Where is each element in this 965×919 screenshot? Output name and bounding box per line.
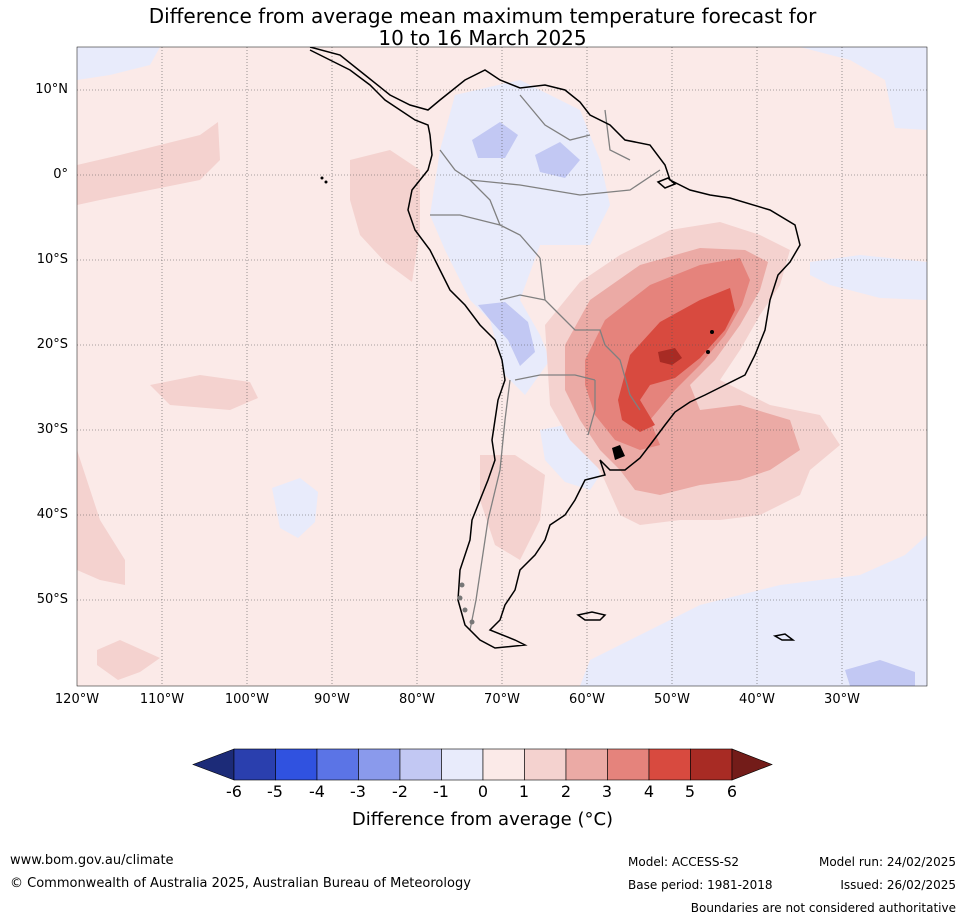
- marajo-island: [656, 177, 677, 189]
- issued-text: Issued: 26/02/2025: [840, 878, 956, 892]
- chart-title-line-2: 10 to 16 March 2025: [378, 26, 587, 50]
- colorbar-tick: -2: [392, 782, 408, 801]
- colorbar-tick: 4: [643, 782, 655, 801]
- lat-label-30s: 30°S: [36, 422, 68, 437]
- lat-label-10s: 10°S: [36, 252, 68, 267]
- lon-label-120w: 120°W: [54, 692, 100, 707]
- colorbar: [192, 748, 773, 781]
- colorbar-segment: [275, 748, 318, 781]
- model-text: Model: ACCESS-S2: [628, 855, 740, 869]
- colorbar-segment: [441, 748, 484, 781]
- lat-label-40s: 40°S: [36, 507, 68, 522]
- country-borders: [430, 94, 661, 631]
- lat-label-10n: 10°N: [35, 82, 68, 97]
- model-run-text: Model run: 24/02/2025: [818, 855, 956, 869]
- website-link[interactable]: www.bom.gov.au/climate: [10, 853, 174, 868]
- colorbar-segment: [690, 748, 733, 781]
- colorbar-segment: [358, 748, 401, 781]
- anomaly-field: [77, 47, 927, 686]
- coastline: [309, 47, 801, 649]
- colorbar-segment: [482, 748, 525, 781]
- colorbar-tick: -3: [350, 782, 366, 801]
- lon-label-80w: 80°W: [399, 692, 435, 707]
- warm-zone-brazil-core: [658, 348, 682, 365]
- colorbar-tick: 1: [518, 782, 530, 801]
- lat-label-50s: 50°S: [36, 592, 68, 607]
- lon-label-30w: 30°W: [824, 692, 860, 707]
- colorbar-segment: [648, 748, 691, 781]
- cool-zone-amazon-core-1: [472, 122, 518, 158]
- warm-zone-chile: [97, 640, 160, 680]
- cool-zone-amazon-core-2: [535, 142, 580, 178]
- warm-zone-pacific-mid: [150, 375, 258, 410]
- cool-zone-bolivia-core: [478, 302, 535, 366]
- colorbar-tick: -4: [309, 782, 325, 801]
- chart-title-line-1: Difference from average mean maximum tem…: [148, 4, 817, 28]
- disclaimer-text: Boundaries are not considered authoritat…: [690, 901, 956, 915]
- gridlines: [77, 47, 927, 686]
- lon-label-50w: 50°W: [654, 692, 690, 707]
- falklands: [576, 611, 607, 621]
- colorbar-tick: -6: [226, 782, 242, 801]
- colorbar-label: Difference from average (°C): [351, 809, 614, 830]
- colorbar-tick: -1: [433, 782, 449, 801]
- lagoon-patos: [612, 445, 625, 460]
- colorbar-over-arrow: [731, 748, 773, 781]
- warm-zone-pacific-south: [77, 450, 125, 585]
- base-period-text: Base period: 1981-2018: [628, 878, 773, 892]
- colorbar-segment: [316, 748, 359, 781]
- cool-zone-pacific: [272, 478, 318, 538]
- colorbar-tick: 3: [601, 782, 613, 801]
- south-georgia: [772, 633, 796, 641]
- cool-zone-northwest: [77, 47, 160, 80]
- colorbar-tick: -5: [267, 782, 283, 801]
- lon-label-110w: 110°W: [139, 692, 185, 707]
- colorbar-segment: [607, 748, 650, 781]
- warm-zone-argentina-west: [480, 455, 545, 560]
- cool-zone-south: [580, 535, 927, 686]
- lon-label-40w: 40°W: [739, 692, 775, 707]
- chile-islands: [457, 582, 475, 625]
- lon-label-70w: 70°W: [484, 692, 520, 707]
- colorbar-tick: 0: [477, 782, 489, 801]
- lakes: [706, 330, 714, 354]
- cool-zone-northeast: [800, 47, 927, 130]
- galapagos-islands: [320, 176, 328, 184]
- warm-zone-peru-coast: [350, 150, 420, 282]
- lat-label-20s: 20°S: [36, 337, 68, 352]
- warm-zone-pacific-north: [77, 122, 220, 205]
- colorbar-segment: [565, 748, 608, 781]
- colorbar-tick: 5: [684, 782, 696, 801]
- colorbar-under-arrow: [192, 748, 235, 781]
- colorbar-segment: [524, 748, 567, 781]
- lon-label-60w: 60°W: [569, 692, 605, 707]
- cool-zone-south-core: [845, 660, 915, 686]
- lat-label-0: 0°: [53, 167, 68, 182]
- colorbar-segment: [233, 748, 276, 781]
- lon-label-90w: 90°W: [314, 692, 350, 707]
- colorbar-tick: 2: [560, 782, 572, 801]
- map-frame: [76, 46, 928, 687]
- copyright-text: © Commonwealth of Australia 2025, Austra…: [10, 876, 471, 891]
- cool-zone-atlantic-east: [810, 255, 927, 300]
- colorbar-tick: 6: [726, 782, 738, 801]
- lon-label-100w: 100°W: [224, 692, 270, 707]
- colorbar-segment: [399, 748, 442, 781]
